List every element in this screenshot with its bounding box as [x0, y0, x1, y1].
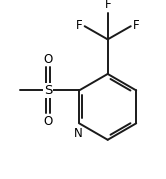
Text: F: F	[133, 19, 140, 32]
Text: N: N	[74, 127, 83, 141]
Text: F: F	[76, 19, 82, 32]
Text: F: F	[104, 0, 111, 11]
Text: S: S	[44, 84, 52, 97]
Text: O: O	[43, 53, 52, 66]
Text: O: O	[43, 115, 52, 128]
